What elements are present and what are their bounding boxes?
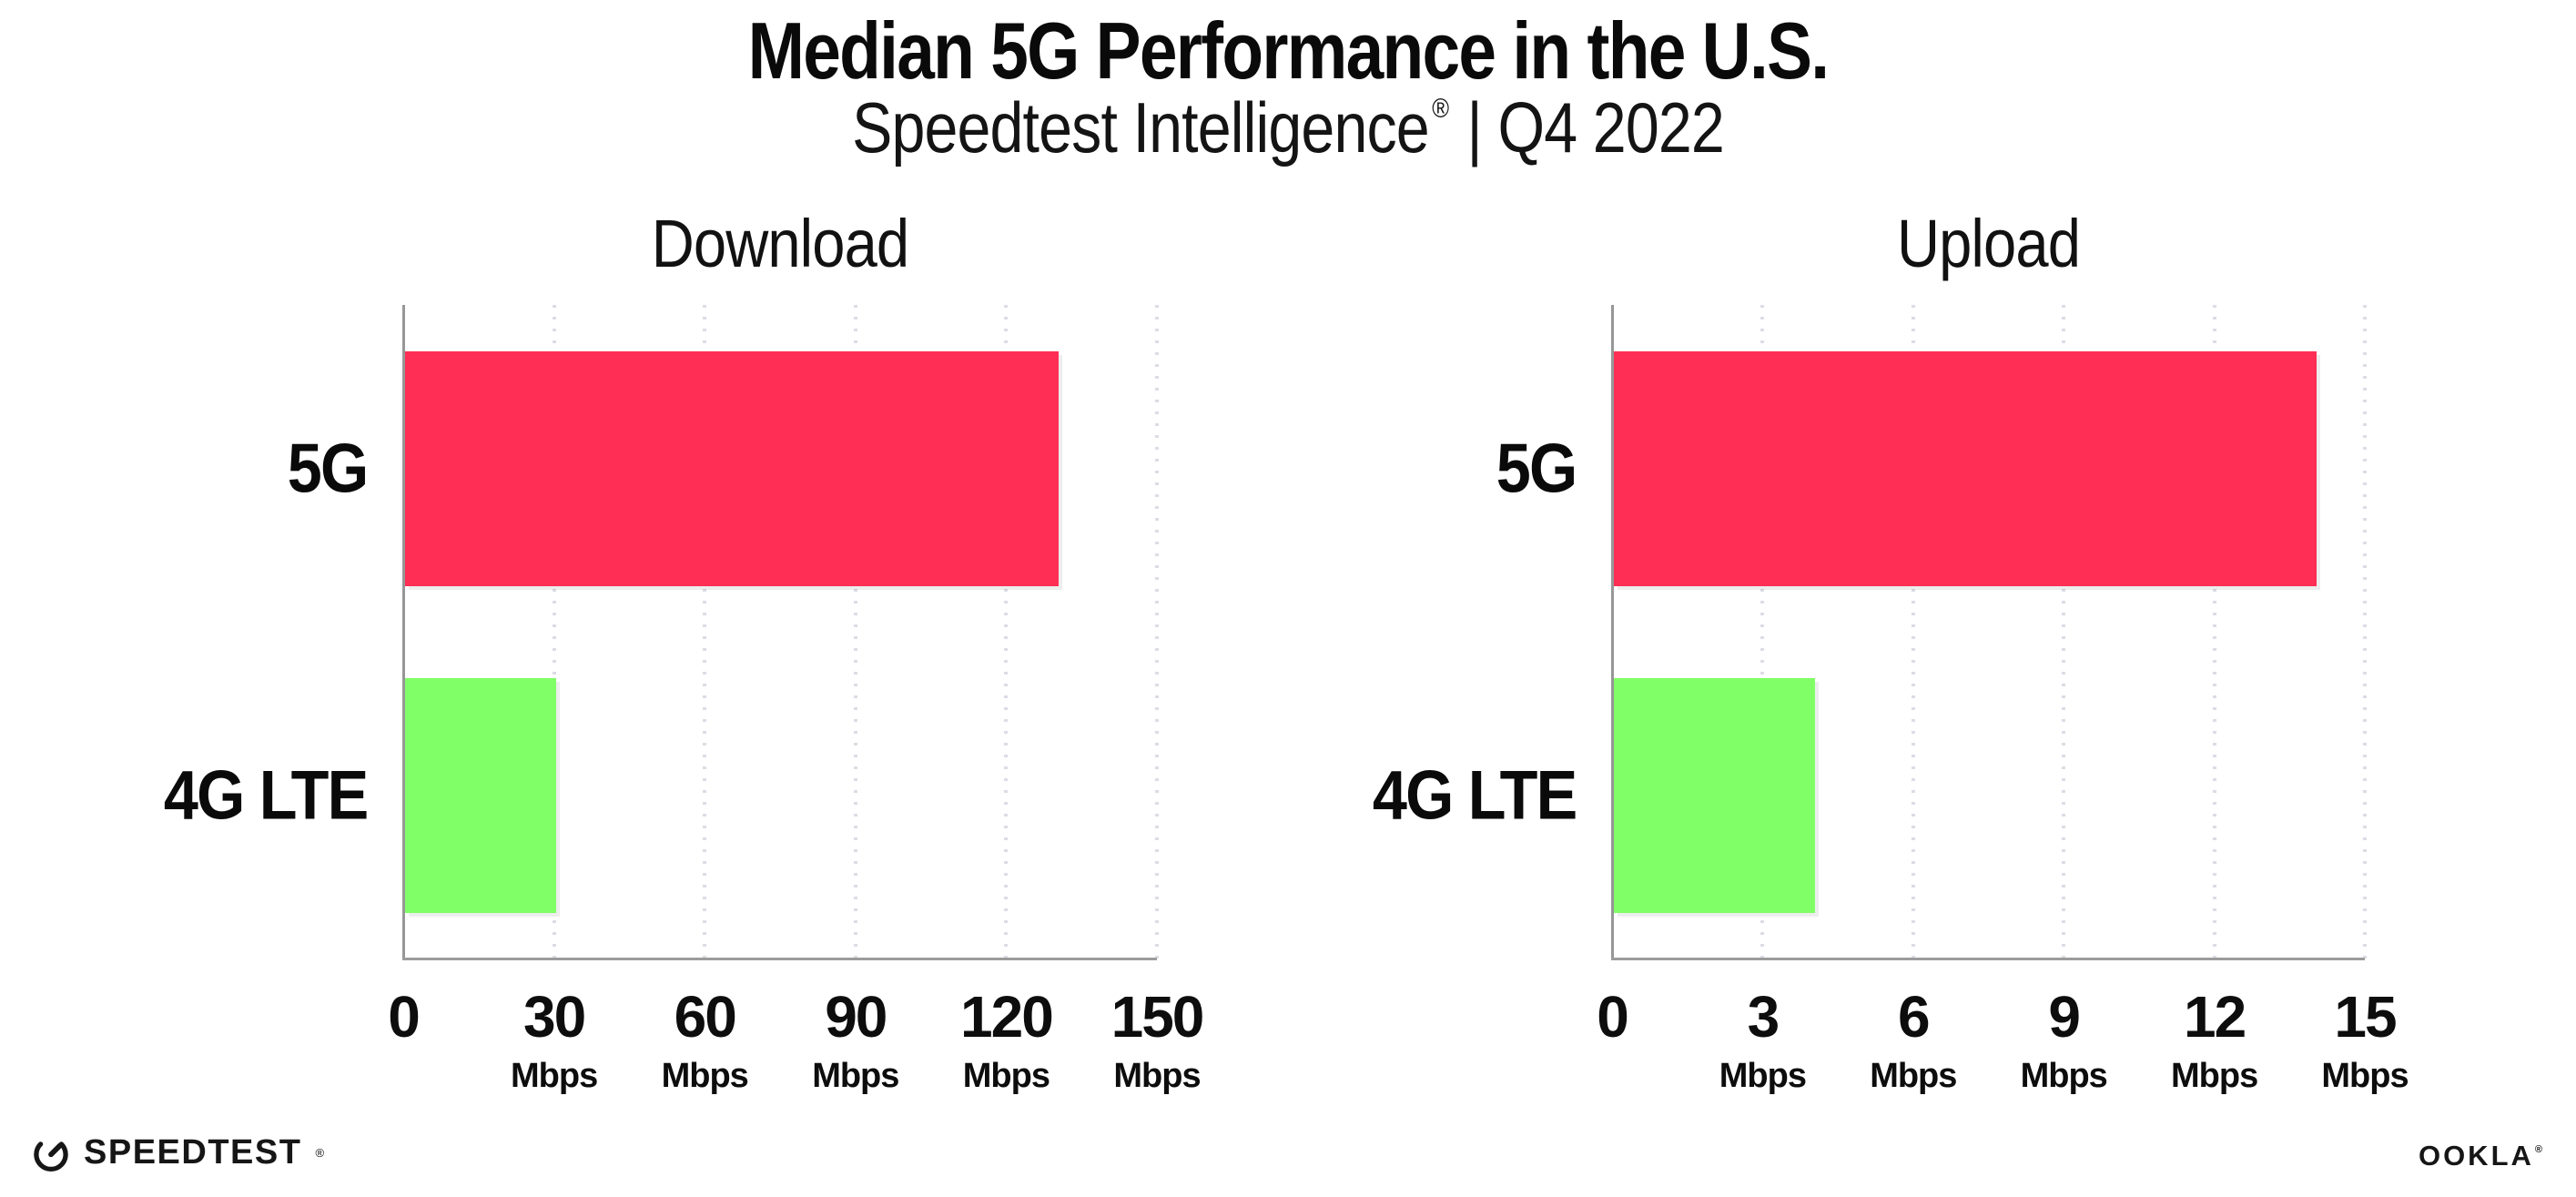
x-tick-value: 12 [2184,984,2246,1050]
x-tick-unit: Mbps [812,1057,899,1095]
upload-y-axis [1611,305,1614,959]
x-tick-value: 30 [523,984,586,1050]
x-tick-unit: Mbps [661,1057,749,1095]
gridline-3 [1760,305,1765,959]
category-label-4g-lte: 4G LTE [1372,756,1577,834]
x-tick-unit: Mbps [1719,1057,1807,1095]
x-tick-unit: Mbps [2321,1057,2409,1095]
download-y-axis [402,305,405,959]
x-tick-value: 90 [825,984,887,1050]
x-tick-6: 6 Mbps [1870,959,1957,1095]
ookla-logo-text: OOKLA [2418,1140,2534,1172]
x-tick-150: 150 Mbps [1111,959,1205,1095]
x-tick-90: 90 Mbps [812,959,899,1095]
registered-trademark-icon: ® [1432,94,1449,124]
gridline-30 [552,305,556,959]
x-tick-60: 60 Mbps [661,959,749,1095]
registered-trademark-icon: ® [315,1145,325,1160]
x-tick-value: 9 [2048,984,2081,1050]
x-tick-120: 120 Mbps [960,959,1054,1095]
gridline-60 [703,305,707,959]
bar-5g [1614,350,2317,586]
download-x-ticks: 0 30 Mbps 60 Mbps 90 Mbps 120 Mbps 150 Mbps [388,959,1204,1104]
category-label-5g: 5G [1496,430,1577,507]
x-tick-unit: Mbps [510,1057,598,1095]
category-label-4g-lte: 4G LTE [163,756,368,834]
upload-bars-layer [1612,305,2365,959]
x-tick-value: 0 [1597,984,1629,1050]
download-chart-title: Download [651,206,909,281]
upload-x-axis [1611,958,2365,960]
x-tick-12: 12 Mbps [2170,959,2258,1095]
bar-4g-lte [1614,677,1815,913]
x-tick-3: 3 Mbps [1719,959,1807,1095]
gridline-90 [853,305,857,959]
x-tick-0: 0 [388,959,421,1050]
x-tick-0: 0 [1597,959,1629,1050]
registered-trademark-icon: ® [2534,1144,2545,1155]
download-x-axis [402,958,1157,960]
x-tick-9: 9 Mbps [2020,959,2108,1095]
x-tick-value: 60 [674,984,737,1050]
ookla-logo: OOKLA® [2419,1141,2545,1170]
upload-grid-layer [1612,305,2367,959]
download-grid-layer [403,305,1159,959]
gridline-9 [2062,305,2066,959]
x-tick-value: 15 [2334,984,2397,1050]
page-title: Median 5G Performance in the U.S. [747,5,1830,96]
upload-chart: Upload 5G 4G LTE 0 3 Mbps 6 Mbps 9 Mbps 12 Mbps 15… [1372,206,2409,1093]
x-tick-unit: Mbps [2020,1057,2108,1095]
gridline-15 [2363,305,2367,959]
category-label-5g: 5G [287,430,368,507]
x-tick-value: 6 [1898,984,1931,1050]
x-tick-value: 150 [1111,984,1205,1050]
x-tick-value: 0 [388,984,421,1050]
gauge-icon [34,1141,68,1172]
upload-chart-title: Upload [1896,206,2081,281]
speedtest-logo: SPEEDTEST ® [30,1131,324,1173]
subtitle-brand: Speedtest Intelligence [852,87,1430,167]
page-subtitle: Speedtest Intelligence ® | Q4 2022 [193,87,2383,169]
gridline-150 [1155,305,1159,959]
bar-4g-lte [405,677,556,913]
x-tick-15: 15 Mbps [2321,959,2409,1095]
gridline-6 [1911,305,1915,959]
x-tick-value: 120 [960,984,1054,1050]
download-bars-layer [403,305,1157,959]
x-tick-unit: Mbps [2170,1057,2258,1095]
x-tick-unit: Mbps [1870,1057,1957,1095]
x-tick-unit: Mbps [962,1057,1050,1095]
x-tick-value: 3 [1747,984,1780,1050]
subtitle-period: | Q4 2022 [1466,87,1725,167]
bar-5g [405,350,1059,586]
x-tick-unit: Mbps [1113,1057,1201,1095]
upload-x-ticks: 0 3 Mbps 6 Mbps 9 Mbps 12 Mbps 15 Mbps [1597,959,2409,1104]
gridline-120 [1004,305,1009,959]
gridline-12 [2212,305,2216,959]
speedtest-logo-text: SPEEDTEST [84,1133,302,1172]
x-tick-30: 30 Mbps [510,959,598,1095]
download-chart: Download 5G 4G LTE 0 30 Mbps 60 Mbps 90 Mbps 120… [163,206,1204,1093]
